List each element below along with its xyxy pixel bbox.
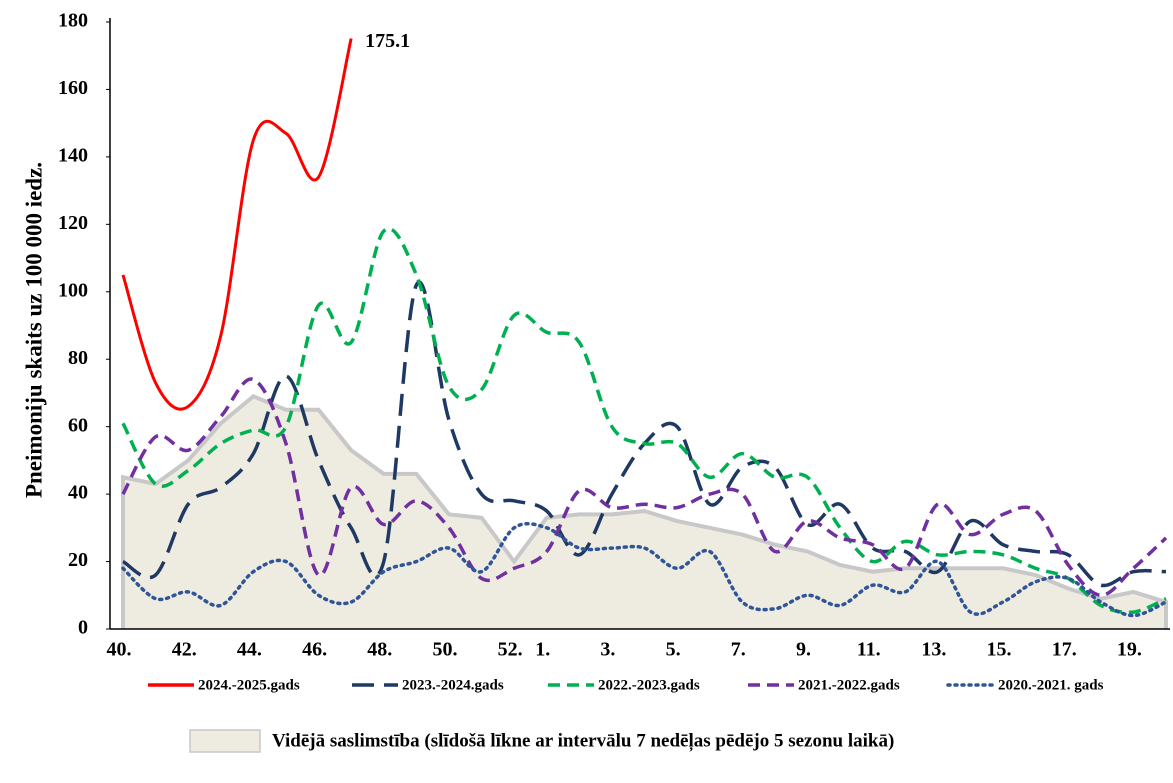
x-tick-label: 15. — [987, 639, 1012, 661]
series-line — [121, 377, 1168, 598]
y-tick-label: 0 — [78, 617, 88, 639]
y-tick-label: 60 — [68, 414, 88, 436]
legend-label: 2023.-2024.gads — [402, 677, 504, 693]
x-tick-label: 3. — [600, 639, 615, 661]
x-tick-label: 42. — [172, 639, 197, 661]
x-tick-label: 19. — [1117, 639, 1142, 661]
series-line — [121, 227, 1167, 615]
legend-label: 2024.-2025.gads — [198, 677, 300, 693]
x-tick-label: 40. — [107, 639, 132, 661]
y-tick-label: 80 — [68, 347, 88, 369]
legend-label: 2021.-2022.gads — [798, 677, 900, 693]
x-tick-label: 11. — [857, 639, 881, 661]
y-axis-label: Pneimoniju skaits uz 100 000 iedz. — [21, 162, 46, 498]
series-line — [121, 38, 353, 411]
x-tick-label: 44. — [237, 639, 262, 661]
x-tick-label: 48. — [367, 639, 392, 661]
y-tick-label: 20 — [68, 549, 88, 571]
x-tick-label: 52. — [498, 639, 523, 661]
legend-label: 2020.-2021. gads — [998, 677, 1104, 693]
y-tick-label: 160 — [58, 77, 88, 99]
x-tick-label: 9. — [796, 639, 811, 661]
series-line — [121, 521, 1168, 618]
legend-swatch — [189, 729, 261, 753]
average-area-edge — [121, 394, 1168, 629]
y-tick-label: 140 — [58, 144, 88, 166]
legend-label: Vidējā saslimstība (slīdošā līkne ar int… — [272, 730, 894, 751]
y-tick-label: 40 — [68, 482, 88, 504]
series-line — [122, 280, 1167, 588]
x-tick-label: 17. — [1052, 639, 1077, 661]
x-tick-label: 7. — [731, 639, 746, 661]
x-tick-label: 5. — [666, 639, 681, 661]
x-tick-label: 1. — [535, 639, 550, 661]
x-tick-label: 50. — [432, 639, 457, 661]
data-label: 175.1 — [365, 30, 410, 52]
y-tick-label: 180 — [58, 10, 88, 32]
y-tick-label: 100 — [58, 279, 88, 301]
x-tick-label: 13. — [921, 639, 946, 661]
legend-label: 2022.-2023.gads — [598, 677, 700, 693]
y-tick-label: 120 — [58, 212, 88, 234]
x-tick-label: 46. — [302, 639, 327, 661]
